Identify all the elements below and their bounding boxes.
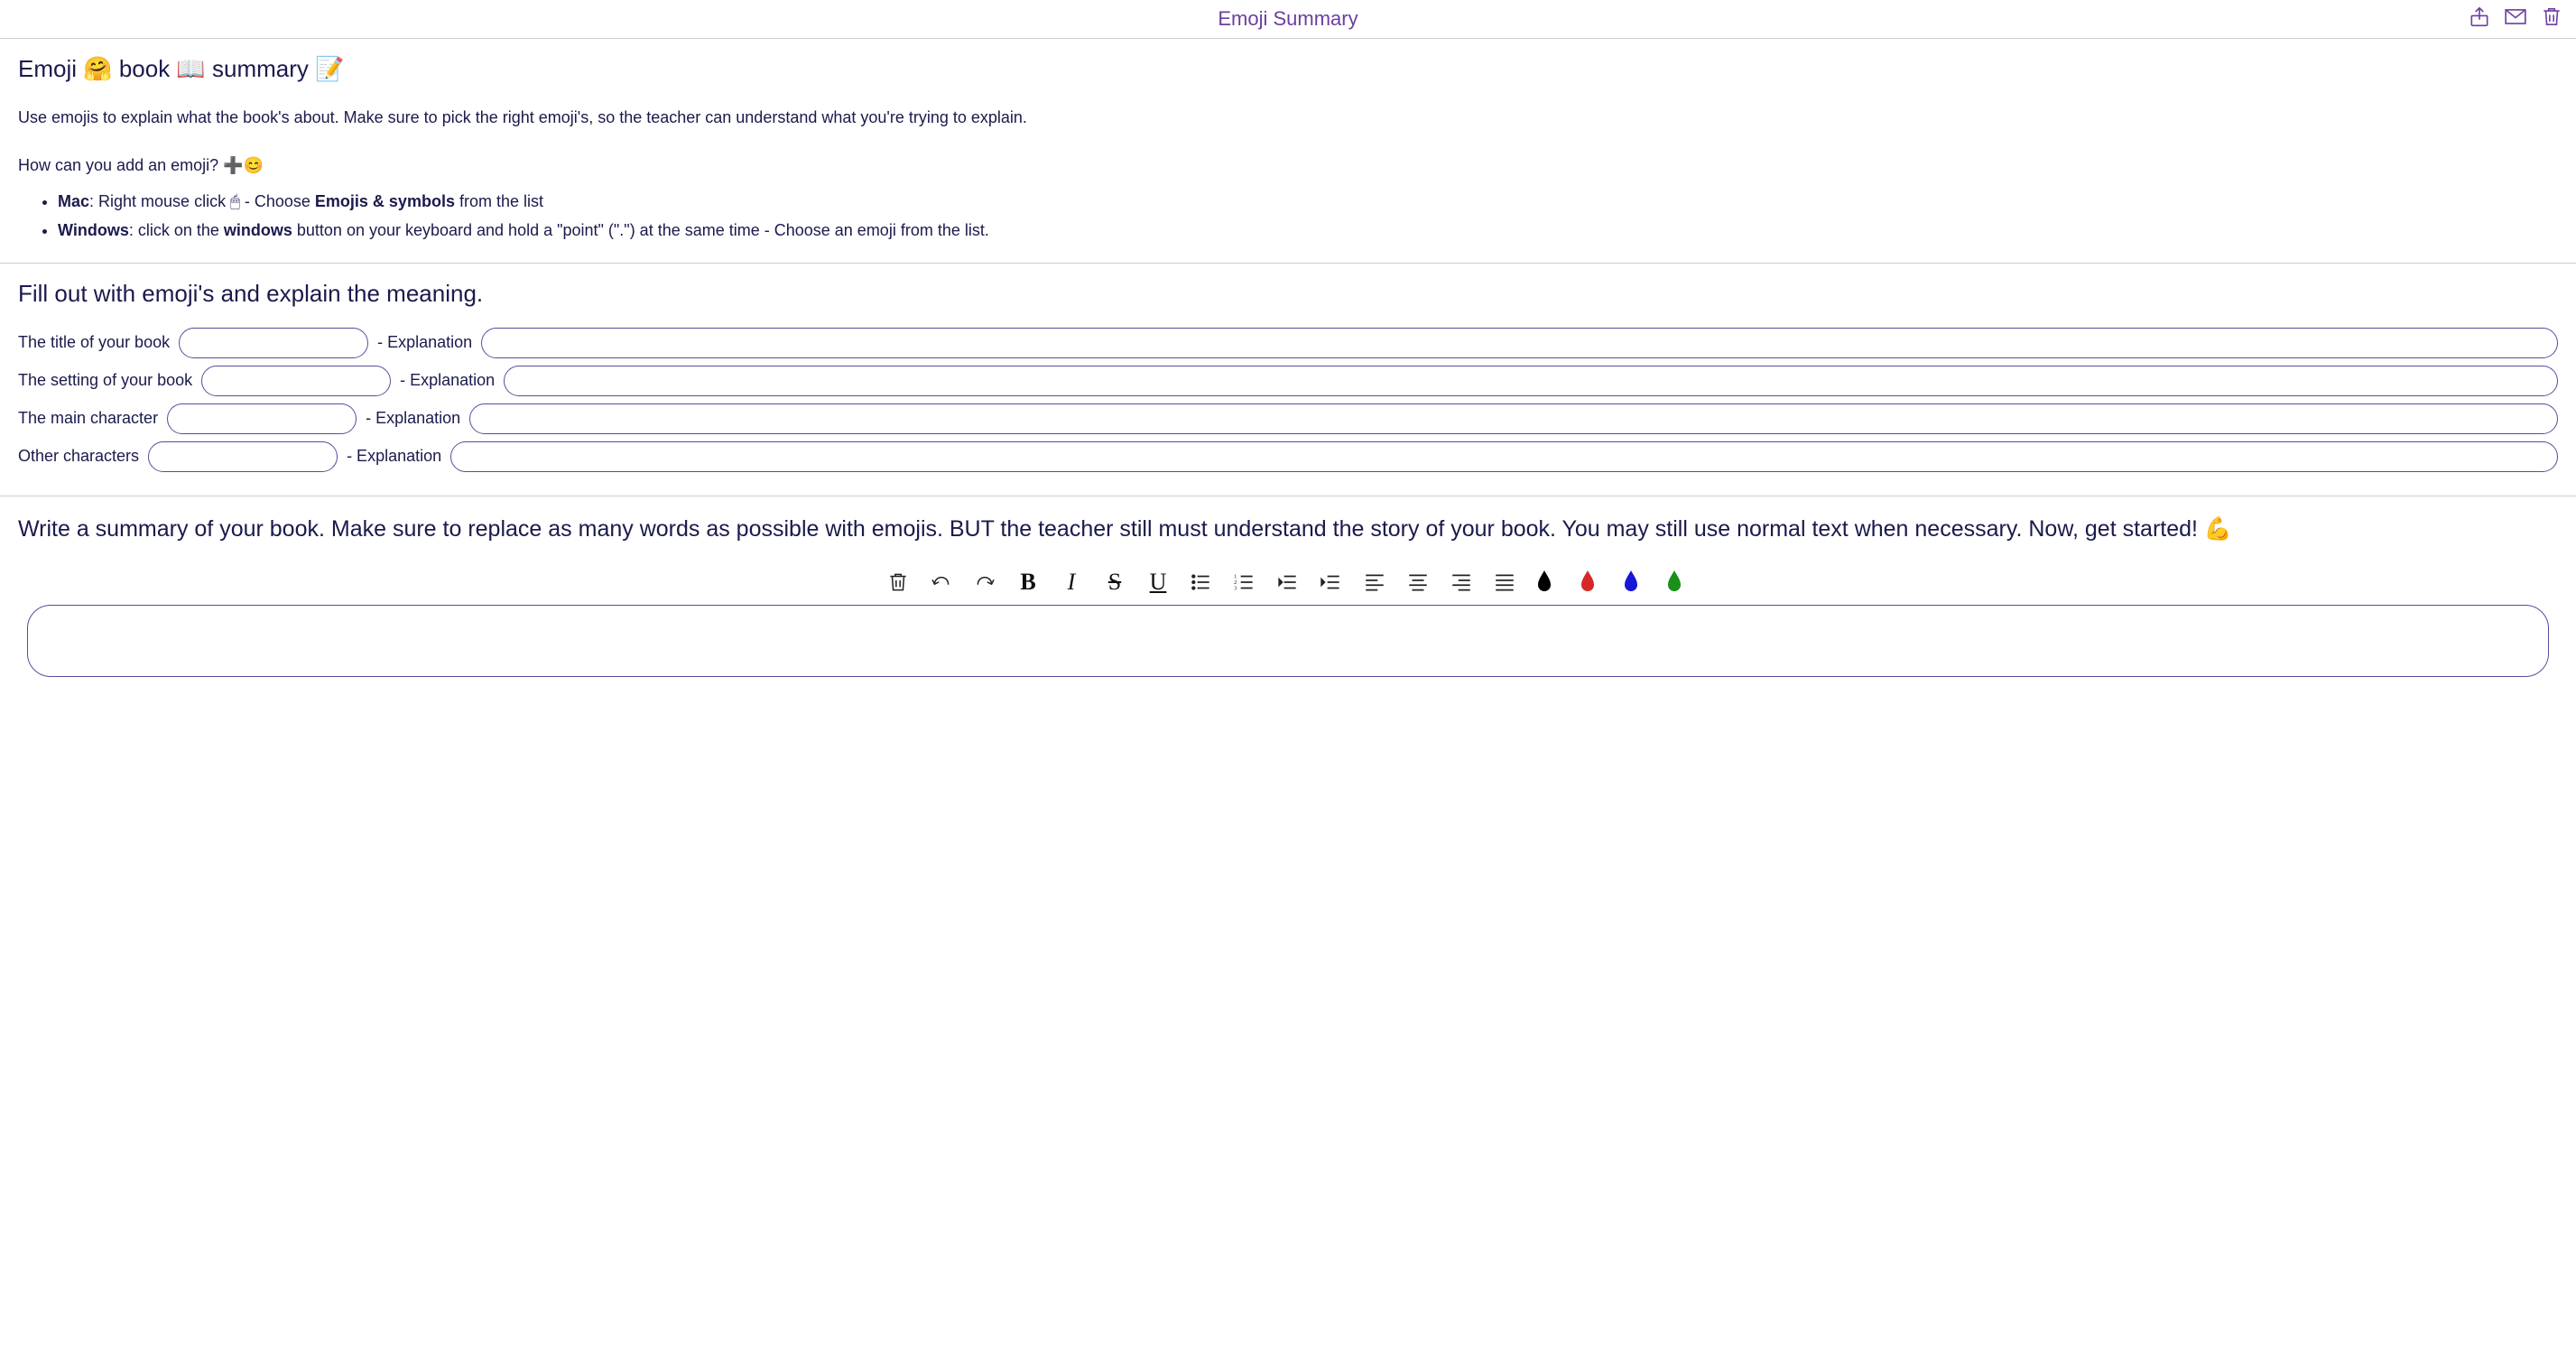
input-title-emoji[interactable]: [179, 328, 368, 358]
windows-label: Windows: [58, 221, 129, 239]
field-row-main-char: The main character - Explanation: [18, 403, 2558, 434]
input-other-chars-emoji[interactable]: [148, 441, 338, 472]
undo-icon[interactable]: [929, 569, 954, 596]
summary-editor[interactable]: [27, 605, 2549, 677]
label-main-char: The main character: [18, 409, 158, 428]
form-section: Fill out with emoji's and explain the me…: [0, 264, 2576, 496]
page-header: Emoji Summary: [0, 0, 2576, 39]
form-heading: Fill out with emoji's and explain the me…: [18, 280, 2558, 308]
field-row-setting: The setting of your book - Explanation: [18, 366, 2558, 396]
align-center-icon[interactable]: [1405, 569, 1431, 596]
indent-icon[interactable]: [1319, 569, 1344, 596]
field-row-other-chars: Other characters - Explanation: [18, 441, 2558, 472]
instructions-list: Mac: Right mouse click 🖱 - Choose Emojis…: [18, 188, 2558, 245]
italic-button[interactable]: I: [1059, 569, 1084, 596]
input-title-explanation[interactable]: [481, 328, 2558, 358]
strike-button[interactable]: S: [1102, 569, 1127, 596]
instruction-mac: Mac: Right mouse click 🖱 - Choose Emojis…: [58, 188, 2558, 216]
bold-button[interactable]: B: [1015, 569, 1041, 596]
sep-other-chars: - Explanation: [347, 447, 441, 466]
summary-section: Write a summary of your book. Make sure …: [0, 496, 2576, 693]
align-left-icon[interactable]: [1362, 569, 1387, 596]
intro-section: Emoji 🤗 book 📖 summary 📝 Use emojis to e…: [0, 39, 2576, 264]
input-setting-emoji[interactable]: [201, 366, 391, 396]
page-title: Emoji Summary: [1218, 7, 1357, 31]
label-other-chars: Other characters: [18, 447, 139, 466]
share-icon[interactable]: [2468, 5, 2491, 33]
color-swatches: [1535, 569, 1691, 596]
sep-setting: - Explanation: [400, 371, 495, 390]
trash-icon[interactable]: [2540, 5, 2563, 33]
sep-main-char: - Explanation: [366, 409, 460, 428]
label-title: The title of your book: [18, 333, 170, 352]
sep-title: - Explanation: [377, 333, 472, 352]
howto-text: How can you add an emoji? ➕😊: [18, 156, 2558, 175]
intro-heading: Emoji 🤗 book 📖 summary 📝: [18, 55, 2558, 83]
mail-icon[interactable]: [2504, 5, 2527, 33]
color-swatch-3[interactable]: [1665, 569, 1691, 596]
toolbar-trash-icon[interactable]: [885, 569, 911, 596]
align-justify-icon[interactable]: [1492, 569, 1517, 596]
header-actions: [2468, 5, 2563, 33]
color-swatch-0[interactable]: [1535, 569, 1561, 596]
color-swatch-2[interactable]: [1622, 569, 1647, 596]
outdent-icon[interactable]: [1275, 569, 1301, 596]
input-main-char-emoji[interactable]: [167, 403, 357, 434]
label-setting: The setting of your book: [18, 371, 192, 390]
bullet-list-icon[interactable]: [1189, 569, 1214, 596]
summary-prompt: Write a summary of your book. Make sure …: [18, 513, 2558, 545]
align-right-icon[interactable]: [1449, 569, 1474, 596]
intro-description: Use emojis to explain what the book's ab…: [18, 105, 2558, 131]
color-swatch-1[interactable]: [1579, 569, 1604, 596]
underline-button[interactable]: U: [1145, 569, 1171, 596]
input-setting-explanation[interactable]: [504, 366, 2558, 396]
ordered-list-icon[interactable]: 123: [1232, 569, 1257, 596]
input-main-char-explanation[interactable]: [469, 403, 2558, 434]
input-other-chars-explanation[interactable]: [450, 441, 2558, 472]
editor-toolbar: B I S U 123: [18, 569, 2558, 596]
mac-label: Mac: [58, 192, 89, 210]
instruction-windows: Windows: click on the windows button on …: [58, 217, 2558, 245]
svg-text:3: 3: [1234, 586, 1237, 592]
redo-icon[interactable]: [972, 569, 997, 596]
field-row-title: The title of your book - Explanation: [18, 328, 2558, 358]
